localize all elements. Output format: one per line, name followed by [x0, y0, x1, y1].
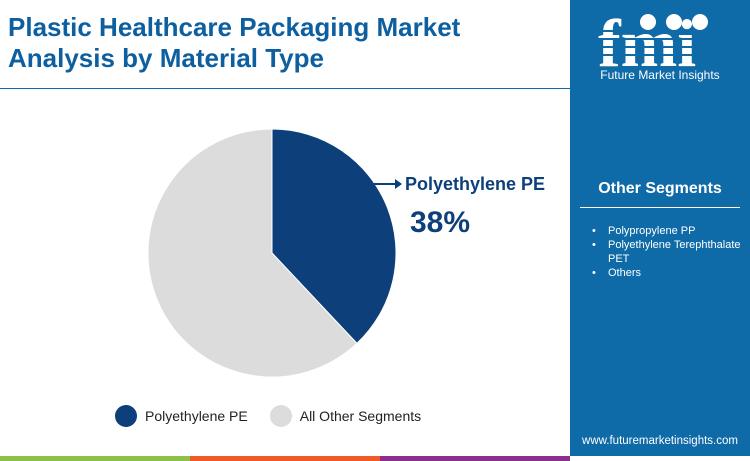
pie-slice-all-other-segments	[147, 128, 358, 378]
footer-bar-green	[0, 456, 190, 461]
brand-name: Future Market Insights	[600, 68, 720, 82]
footer-bar-orange	[190, 456, 380, 461]
list-item: Others	[592, 266, 742, 280]
callout-value: 38%	[410, 206, 471, 239]
other-segments-list: Polypropylene PP Polyethylene Terephthal…	[592, 224, 742, 280]
list-item: Polypropylene PP	[592, 224, 742, 238]
list-item: Polyethylene Terephthalate PET	[592, 238, 742, 266]
pie-slice-polyethylene-pe	[271, 128, 397, 345]
sidebar: fmi Future Market Insights Other Segment…	[570, 0, 750, 456]
legend: Polyethylene PE All Other Segments	[115, 405, 443, 427]
website-link[interactable]: www.futuremarketinsights.com	[582, 435, 738, 447]
fmi-logo: fmi	[596, 8, 726, 72]
legend-swatch	[115, 405, 137, 427]
other-segments-title: Other Segments	[598, 180, 722, 197]
legend-item: Polyethylene PE	[115, 405, 248, 427]
footer-bar-purple	[380, 456, 570, 461]
page-title: Plastic Healthcare Packaging Market Anal…	[8, 12, 461, 73]
legend-item: All Other Segments	[269, 405, 422, 427]
pie-chart	[147, 128, 402, 378]
callout-label: Polyethylene PE	[405, 174, 546, 194]
title-divider	[0, 88, 570, 89]
callout-arrow-icon	[395, 179, 402, 189]
legend-label: Polyethylene PE	[145, 408, 248, 424]
legend-label: All Other Segments	[299, 408, 422, 424]
divider	[580, 207, 740, 208]
legend-swatch	[269, 405, 292, 427]
